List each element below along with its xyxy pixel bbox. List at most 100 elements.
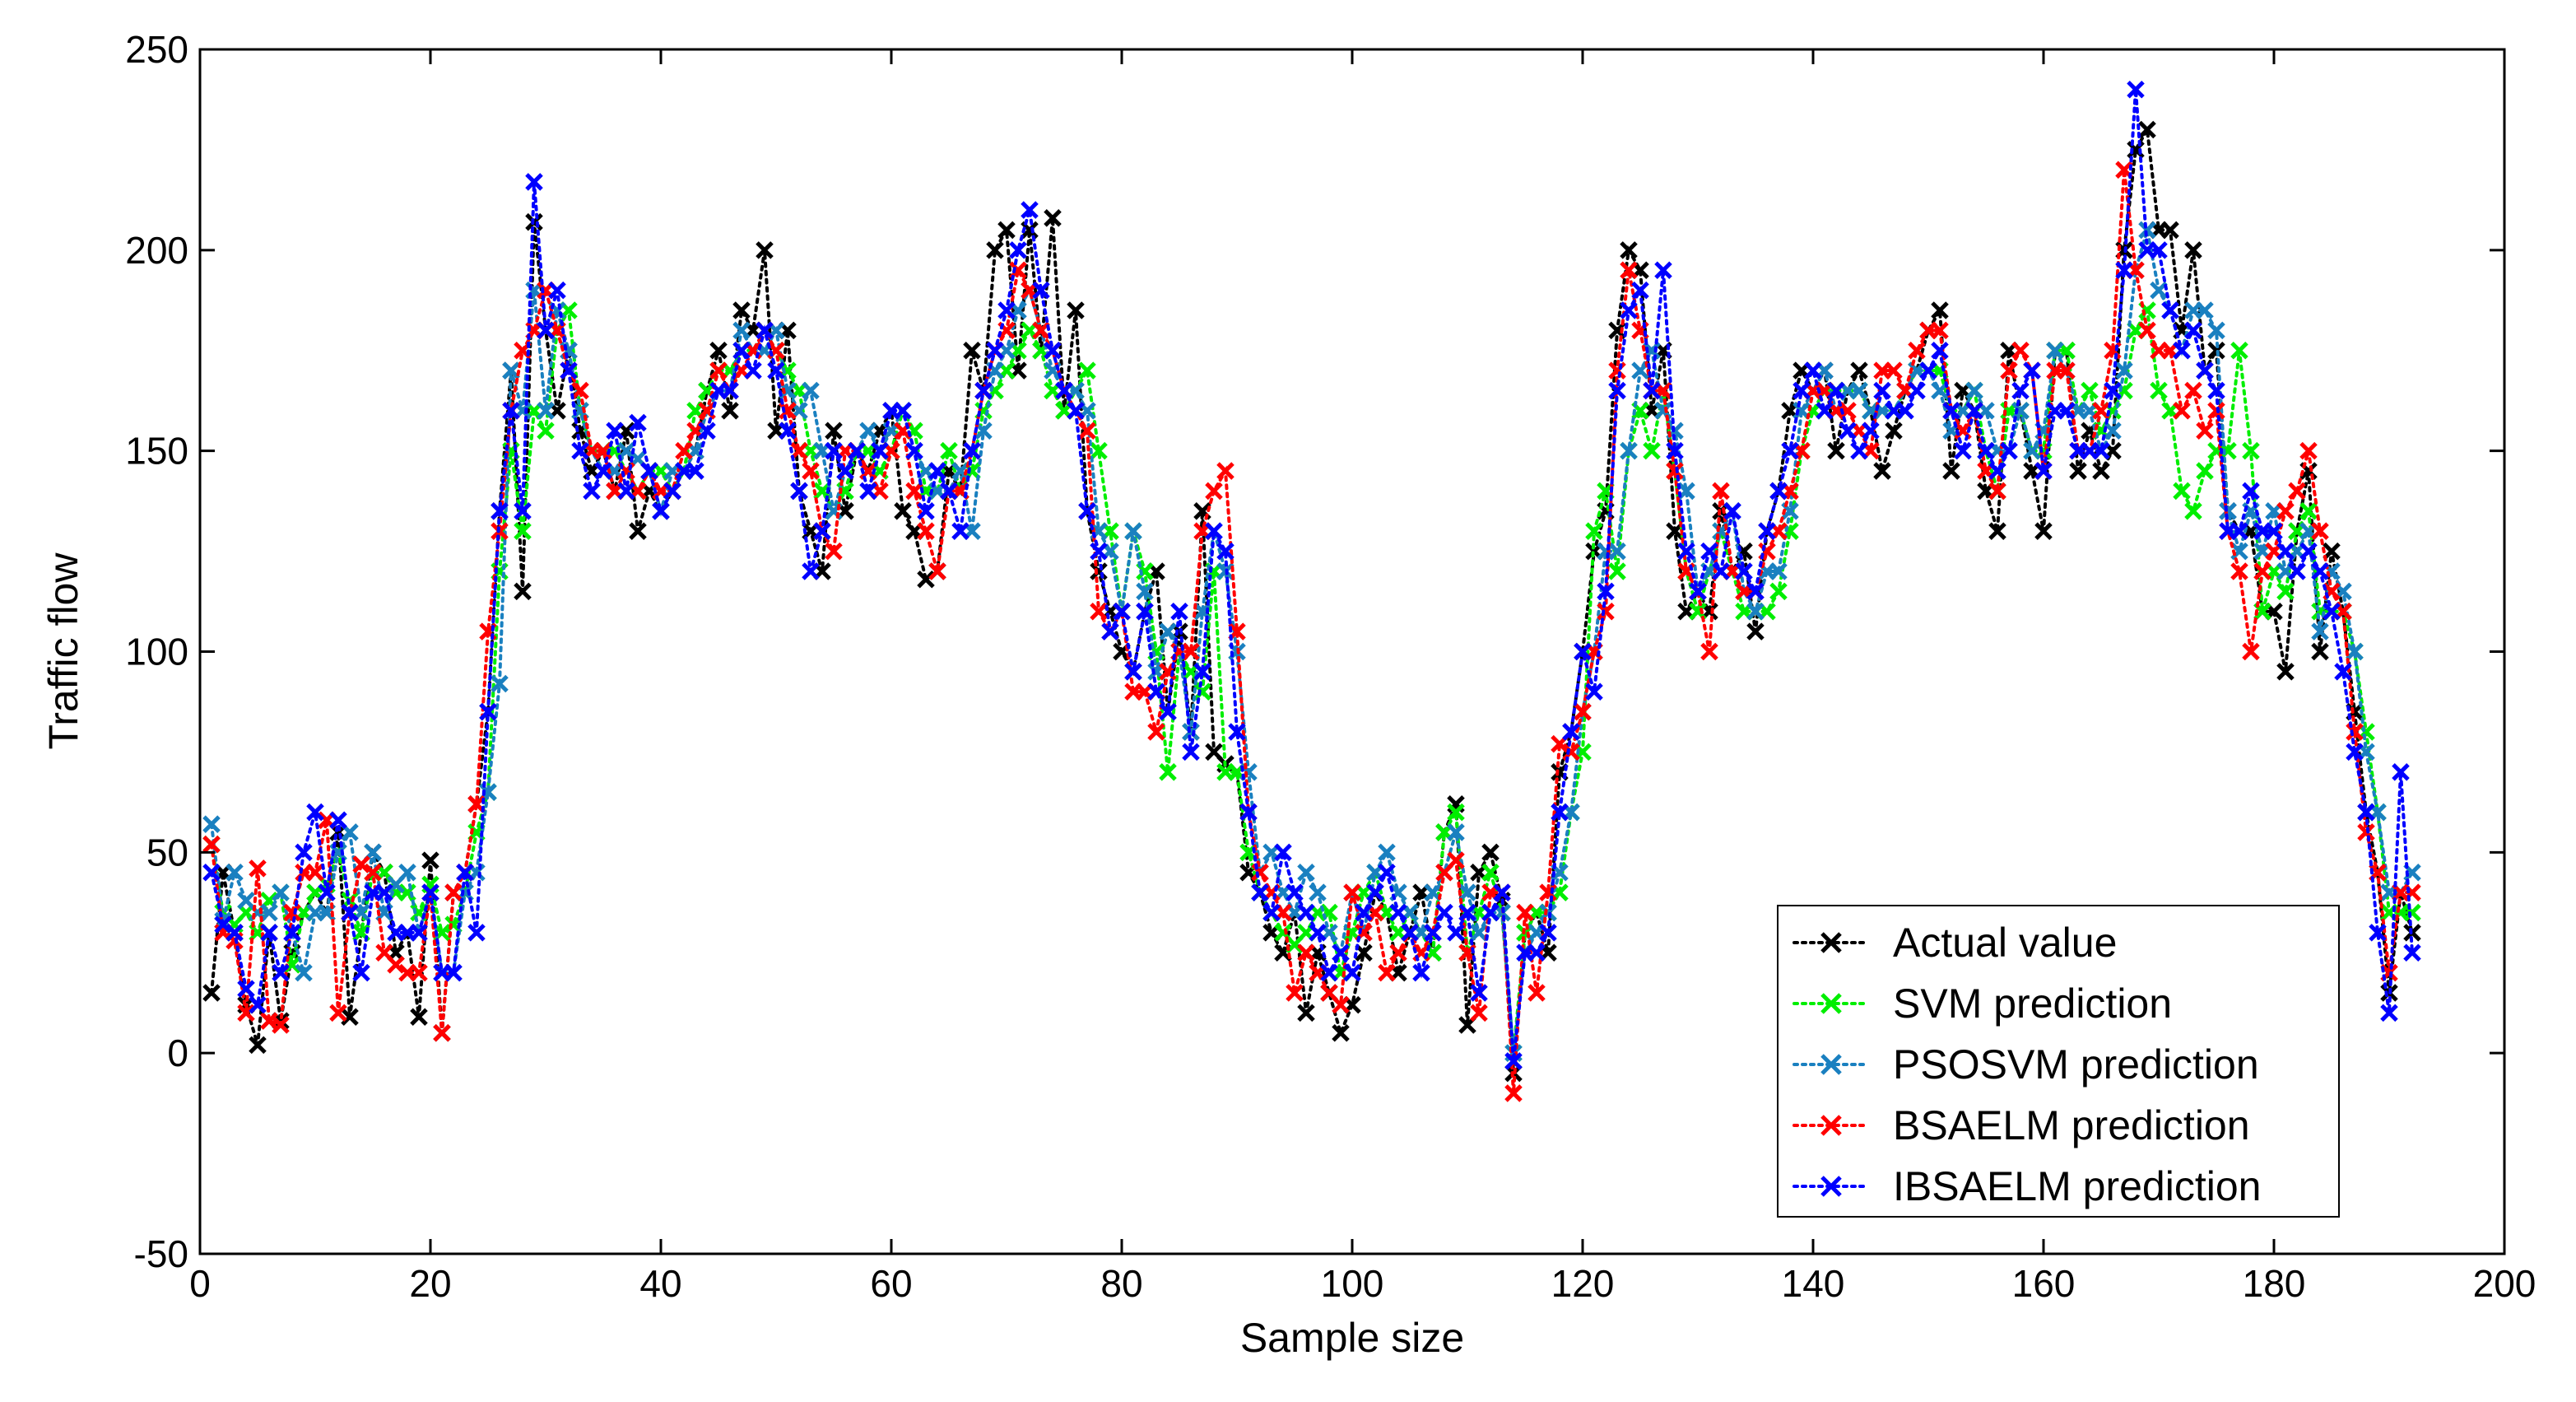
data-point (2058, 402, 2076, 420)
data-point (1286, 984, 1304, 1002)
data-point (260, 924, 278, 942)
data-point (1424, 883, 1442, 901)
data-point (1562, 743, 1580, 762)
data-point (1666, 462, 1684, 480)
data-point (2161, 221, 2179, 240)
data-point (202, 863, 221, 882)
data-point (2196, 361, 2214, 380)
data-point (894, 402, 912, 420)
data-point (1297, 903, 1315, 922)
data-point (1527, 943, 1546, 962)
series-line (210, 229, 2414, 1054)
data-point (272, 883, 290, 901)
data-point (594, 441, 612, 460)
data-point (1447, 851, 1465, 869)
data-point (744, 361, 762, 380)
data-point (1458, 883, 1476, 901)
data-point (2323, 542, 2341, 561)
data-point (2127, 80, 2145, 99)
data-point (283, 903, 301, 922)
data-point (1389, 943, 1407, 962)
data-point (2288, 562, 2306, 580)
legend-box (1777, 905, 2340, 1218)
data-point (502, 402, 520, 420)
data-point (318, 883, 336, 901)
data-point (548, 281, 566, 300)
data-point (871, 441, 889, 460)
x-tick-label: 60 (870, 1262, 912, 1305)
data-point (1931, 381, 1949, 400)
data-point (1032, 321, 1050, 340)
data-point (352, 963, 370, 982)
data-point (779, 402, 797, 420)
data-point (790, 441, 808, 460)
data-point (1988, 482, 2006, 501)
data-point (2207, 381, 2225, 400)
data-point (1746, 622, 1765, 640)
data-point (2046, 341, 2064, 360)
series-layer (202, 80, 2421, 1102)
data-point (1585, 522, 1603, 540)
data-point (1009, 241, 1027, 259)
data-point (1677, 542, 1695, 561)
data-point (1931, 301, 1949, 319)
data-point (1804, 361, 1822, 380)
data-point (1723, 502, 1741, 520)
data-point (1516, 903, 1534, 922)
data-point (1988, 462, 2006, 480)
y-axis-label: Traffic flow (40, 552, 86, 750)
data-point (2115, 261, 2133, 279)
data-point (1539, 903, 1557, 922)
data-point (1147, 682, 1165, 701)
legend-label: BSAELM prediction (1893, 1102, 2250, 1148)
series-line (210, 124, 2414, 1074)
legend-marker (1820, 932, 1842, 953)
data-point (410, 1008, 428, 1027)
data-point (1193, 663, 1211, 681)
data-point (1332, 995, 1350, 1014)
data-point (2230, 542, 2248, 561)
data-point (1205, 522, 1223, 540)
x-tick-label: 20 (409, 1262, 451, 1305)
data-point (260, 1012, 278, 1030)
data-point (1562, 723, 1580, 741)
data-point (1769, 582, 1788, 601)
data-point (249, 995, 267, 1014)
data-point (629, 522, 647, 540)
data-point (2311, 522, 2329, 540)
data-point (2092, 441, 2110, 460)
data-point (1481, 863, 1500, 882)
data-point (2196, 462, 2214, 480)
data-point (617, 482, 635, 501)
data-point (306, 863, 324, 882)
data-point (606, 422, 624, 440)
data-point (1412, 963, 1430, 982)
data-point (940, 441, 958, 460)
x-tick-label: 80 (1100, 1262, 1142, 1305)
data-point (226, 863, 244, 882)
data-point (732, 341, 751, 360)
data-point (560, 361, 578, 380)
data-point (2000, 361, 2018, 380)
data-point (1458, 903, 1476, 922)
legend-marker (1820, 1115, 1842, 1136)
data-point (1343, 883, 1361, 901)
data-point (1389, 903, 1407, 922)
data-point (756, 321, 774, 340)
data-point (387, 956, 405, 974)
data-point (1942, 402, 1960, 420)
data-point (859, 422, 877, 440)
data-point (456, 863, 474, 882)
data-point (1816, 402, 1834, 420)
y-tick-label: 200 (125, 229, 188, 272)
data-point (1919, 361, 1937, 380)
data-point (1965, 402, 1983, 420)
data-point (2311, 622, 2329, 640)
data-point (1147, 723, 1165, 741)
data-point (1862, 422, 1880, 440)
data-point (202, 984, 221, 1002)
data-point (226, 924, 244, 942)
data-point (1746, 582, 1765, 601)
legend-marker (1820, 1054, 1842, 1075)
data-point (1850, 361, 1868, 380)
